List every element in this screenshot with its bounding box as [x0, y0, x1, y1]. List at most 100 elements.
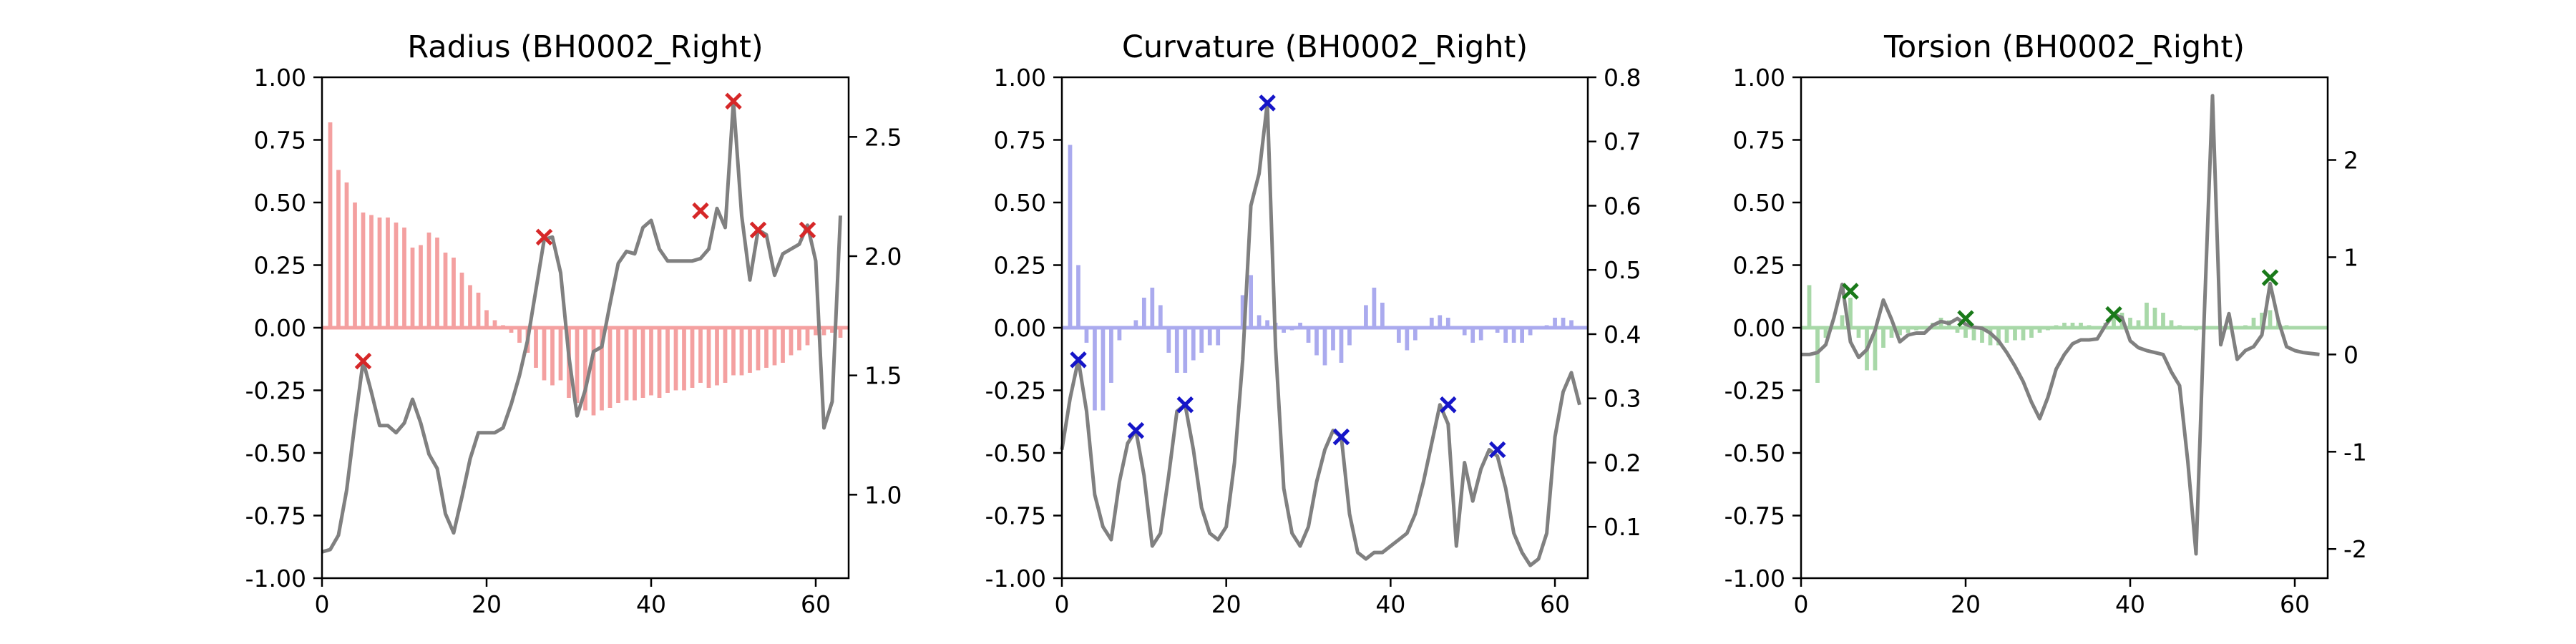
bar — [1101, 328, 1106, 411]
x-tick-label: 40 — [1375, 590, 1405, 618]
bar — [690, 328, 695, 388]
bar — [1117, 328, 1122, 341]
y2-tick-label: 0.4 — [1604, 321, 1641, 348]
peak-marker-stroke — [1127, 421, 1145, 439]
peak-marker-stroke — [2261, 269, 2279, 286]
bar — [640, 328, 645, 398]
bar — [1076, 265, 1080, 328]
peak-marker — [1488, 441, 1506, 459]
peak-marker — [1127, 421, 1145, 439]
chart-panel-2: -1.00-0.75-0.50-0.250.000.250.500.751.00… — [985, 29, 1641, 618]
series-line — [1060, 101, 1581, 567]
bar — [2251, 318, 2256, 328]
chart-title: Torsion (BH0002_Right) — [1883, 29, 2245, 65]
y2-tick-label: 0 — [2343, 341, 2358, 369]
y-tick-label: -0.25 — [985, 377, 1046, 405]
bar — [1216, 328, 1221, 346]
peak-marker-stroke — [799, 221, 816, 239]
x-tick-label: 60 — [801, 590, 831, 618]
peak-marker — [1070, 351, 1087, 369]
bar — [805, 328, 810, 346]
y-tick-label: -1.00 — [1724, 565, 1785, 592]
x-tick-label: 20 — [1211, 590, 1241, 618]
x-tick-label: 60 — [2280, 590, 2310, 618]
peak-marker — [1842, 283, 1859, 300]
bar — [1438, 315, 1443, 328]
bar — [583, 328, 587, 411]
bar — [1520, 328, 1524, 343]
peak-marker-stroke — [1842, 283, 1859, 300]
bar — [1093, 328, 1097, 411]
bar — [830, 328, 834, 333]
bar — [1898, 328, 1902, 336]
peak-marker-stroke — [749, 221, 767, 239]
bar — [426, 233, 431, 328]
peak-marker — [354, 352, 372, 370]
y-tick-label: 0.25 — [254, 252, 306, 280]
bar — [1906, 328, 1911, 333]
bar — [1996, 328, 2001, 346]
peak-marker — [1957, 310, 1974, 327]
bar — [1322, 328, 1327, 366]
bar — [443, 253, 448, 328]
bar — [1963, 328, 1968, 338]
peak-marker-stroke — [1070, 351, 1087, 369]
bar — [1955, 328, 1960, 333]
bar — [394, 223, 399, 328]
bar — [1445, 318, 1450, 328]
bar — [2029, 328, 2034, 338]
bar — [344, 182, 349, 328]
bar — [1413, 328, 1418, 341]
x-tick-label: 0 — [1055, 590, 1070, 618]
bar — [706, 328, 711, 388]
peak-marker-stroke — [1957, 310, 1974, 327]
y-tick-label: -0.75 — [985, 502, 1046, 530]
y-tick-label: -0.50 — [985, 439, 1046, 467]
bar — [1873, 328, 1878, 371]
bar — [1249, 275, 1254, 328]
y-tick-label: 0.75 — [254, 127, 306, 155]
y2-tick-label: 0.7 — [1604, 128, 1641, 156]
bar — [624, 328, 629, 401]
bar — [1405, 328, 1410, 351]
bar — [2284, 325, 2289, 328]
y2-tick-label: -2 — [2343, 535, 2367, 563]
bar — [1109, 328, 1113, 383]
bar — [1396, 328, 1401, 343]
bar — [781, 328, 785, 363]
x-tick-label: 0 — [315, 590, 330, 618]
bar — [1544, 325, 1549, 328]
peak-marker-stroke — [1439, 396, 1457, 414]
y2-tick-label: 0.2 — [1604, 449, 1641, 477]
bar — [492, 320, 497, 328]
bar — [386, 218, 390, 328]
bar — [723, 328, 728, 383]
bar — [821, 328, 826, 336]
bar — [2194, 328, 2198, 331]
bar — [1150, 288, 1155, 328]
peak-marker — [1439, 396, 1457, 414]
bar — [1306, 328, 1311, 343]
y-tick-label: 0.00 — [1733, 314, 1785, 342]
y-tick-label: -0.50 — [1724, 439, 1785, 467]
bar — [2037, 328, 2042, 333]
bar — [2152, 308, 2157, 328]
bar — [1166, 328, 1171, 353]
bar — [814, 328, 818, 336]
bar — [2161, 313, 2165, 328]
y-tick-label: 0.75 — [1733, 127, 1785, 155]
bar — [550, 328, 555, 386]
bar — [328, 122, 333, 328]
bar — [1240, 295, 1245, 328]
bar — [1380, 303, 1385, 328]
peak-marker-stroke — [535, 228, 553, 246]
x-tick-label: 40 — [636, 590, 666, 618]
bar — [838, 328, 843, 338]
bar — [608, 328, 613, 408]
y-tick-label: -0.75 — [245, 502, 306, 530]
bar — [665, 328, 670, 393]
bar — [468, 285, 472, 328]
bar — [739, 328, 744, 376]
bar — [1914, 328, 1918, 331]
y-tick-label: 0.75 — [994, 127, 1046, 155]
